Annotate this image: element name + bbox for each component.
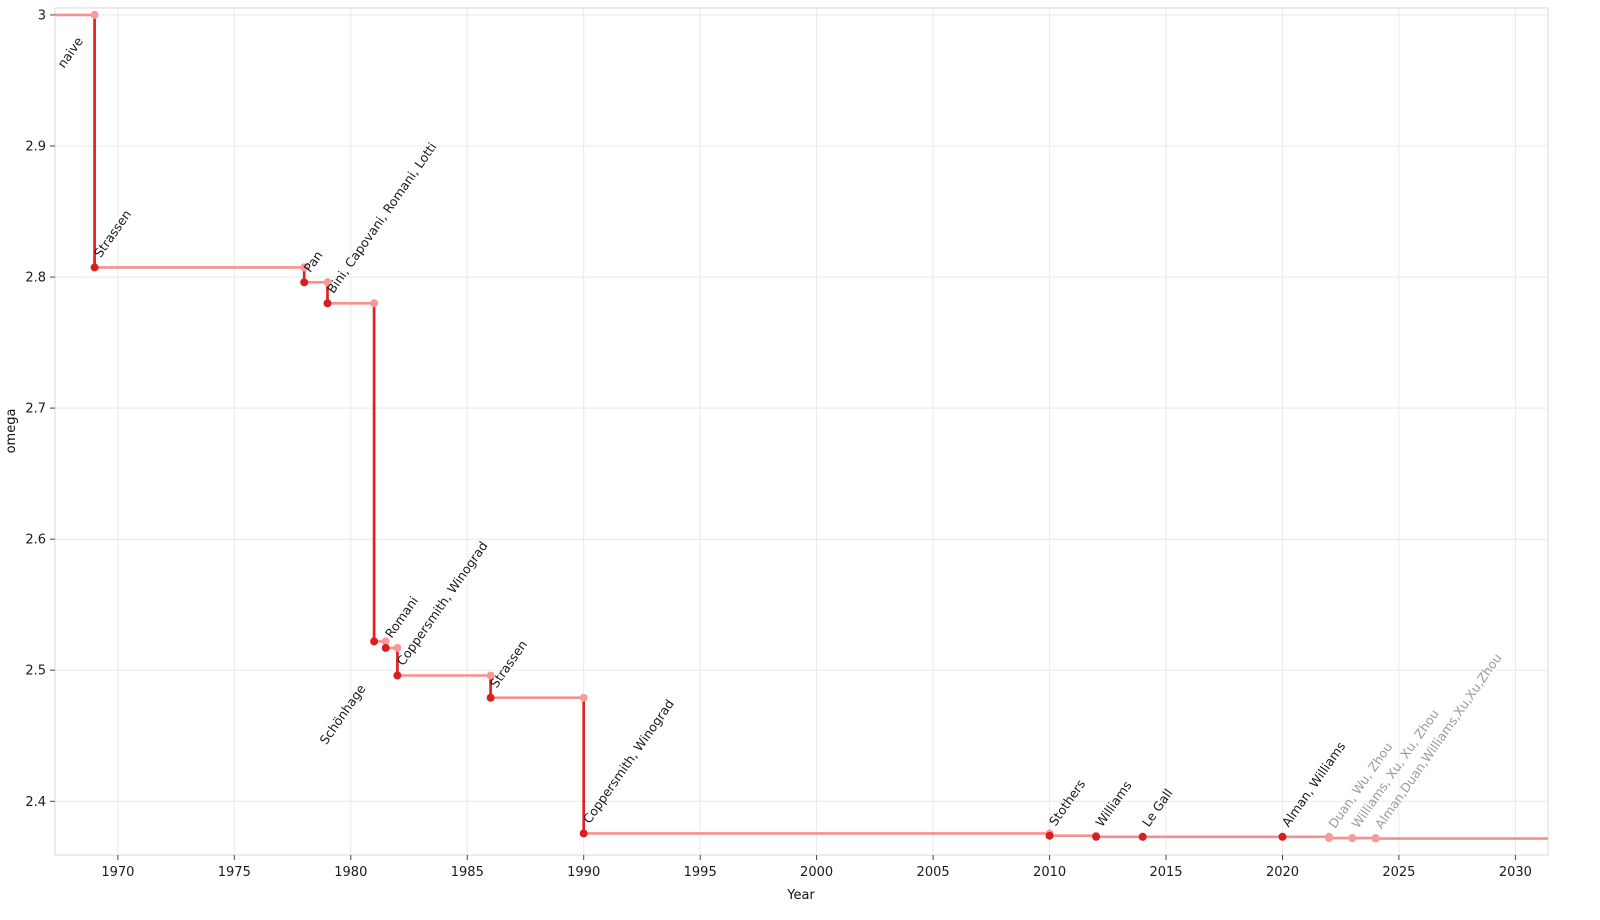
corner-point [579,693,588,702]
point-label: Bini, Capovani, Romani, Lotti [324,140,440,296]
point-label: Strassen [91,207,134,260]
x-tick-label: 1995 [684,865,717,880]
ticks-layer: 1970 1975 1980 1985 1990 1995 2000 2005 2010 2015… [25,8,1532,880]
corner-point [370,299,379,308]
record-point [486,693,495,702]
corner-point [381,637,390,646]
y-tick-label: 2.7 [25,402,46,417]
record-point [381,643,390,652]
point-label: Stothers [1046,777,1088,829]
record-point [393,671,402,680]
x-tick-label: 1975 [218,865,251,880]
x-tick-label: 1985 [451,865,484,880]
record-point [1138,832,1147,841]
x-tick-label: 1980 [334,865,367,880]
y-tick-label: 2.5 [25,664,46,679]
corner-point [90,10,99,19]
point-label: Schönhage [316,681,368,747]
point-label: Coppersmith, Winograd [580,696,677,826]
record-point [1371,834,1380,843]
x-axis-title: Year [786,888,815,903]
record-point [1278,832,1287,841]
record-point [90,263,99,272]
record-point [1348,834,1357,843]
x-tick-label: 2015 [1149,865,1182,880]
x-tick-label: 2010 [1033,865,1066,880]
corner-point [393,643,402,652]
y-axis-title: omega [4,409,19,454]
x-tick-label: 2000 [800,865,833,880]
y-tick-label: 2.9 [25,140,46,155]
point-label: Alman,Duan,Williams,Xu,Xu,Zhou [1372,651,1505,832]
x-tick-label: 1990 [567,865,600,880]
x-tick-label: 2025 [1382,865,1415,880]
grid-layer [55,8,1548,855]
record-point [1092,832,1101,841]
corner-point [300,263,309,272]
record-point [1325,834,1334,843]
point-label: Williams [1092,778,1134,829]
y-tick-label: 2.4 [25,795,46,810]
point-label: Strassen [487,637,530,690]
y-tick-label: 2.8 [25,271,46,286]
x-tick-label: 2030 [1499,865,1532,880]
x-tick-label: 2005 [917,865,950,880]
x-tick-label: 2020 [1266,865,1299,880]
omega-step-line [55,13,1548,840]
x-tick-label: 1970 [101,865,134,880]
record-point [300,278,309,287]
y-tick-label: 2.6 [25,533,46,548]
corner-point [486,671,495,680]
record-point [1045,831,1054,840]
record-point [579,829,588,838]
record-point [370,637,379,646]
record-point [323,299,332,308]
corner-point [323,278,332,287]
point-label: Le Gall [1139,786,1176,830]
y-tick-label: 3 [38,8,46,23]
plot-frame [54,7,1549,856]
point-label: naive [54,34,86,71]
